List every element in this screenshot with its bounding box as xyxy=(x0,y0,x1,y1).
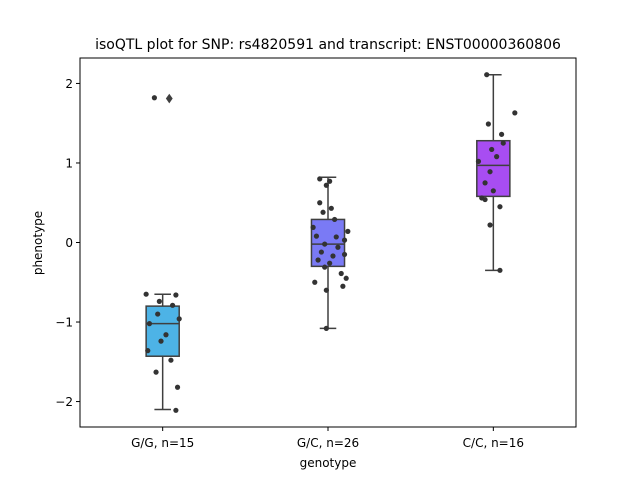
data-point xyxy=(500,140,506,146)
y-tick-label: −2 xyxy=(55,395,73,409)
data-point xyxy=(322,241,328,247)
data-point xyxy=(155,311,161,317)
data-point xyxy=(489,146,495,153)
data-point xyxy=(333,234,339,240)
plot-area xyxy=(143,72,518,413)
data-point xyxy=(487,222,493,228)
data-point xyxy=(487,169,493,175)
data-point xyxy=(341,237,348,243)
data-point xyxy=(482,180,488,186)
y-axis-ticks: −2 −1 0 1 2 xyxy=(55,77,80,409)
data-point xyxy=(497,267,503,273)
data-point xyxy=(475,158,482,164)
box-group-2 xyxy=(310,176,346,330)
data-point xyxy=(494,154,500,160)
box-group-1 xyxy=(145,93,180,411)
y-tick-label: 1 xyxy=(65,156,73,170)
data-point xyxy=(173,407,179,413)
data-point xyxy=(318,249,324,255)
data-point xyxy=(328,205,334,211)
data-point xyxy=(151,95,157,101)
data-point xyxy=(169,302,176,308)
data-point xyxy=(315,257,321,263)
strip-points-2 xyxy=(310,176,351,331)
x-axis-ticks: G/G, n=15 G/C, n=26 C/C, n=16 xyxy=(131,427,524,450)
data-point xyxy=(153,369,159,375)
y-axis-label: phenotype xyxy=(31,211,45,275)
data-point xyxy=(341,251,348,258)
data-point xyxy=(340,283,346,289)
strip-points-3 xyxy=(475,72,518,273)
data-point xyxy=(143,291,149,297)
data-point xyxy=(310,224,316,230)
x-tick-label: G/G, n=15 xyxy=(131,436,194,450)
data-point xyxy=(482,196,488,203)
data-point xyxy=(317,200,323,206)
box xyxy=(145,305,180,357)
data-point xyxy=(174,384,181,390)
data-point xyxy=(499,131,505,137)
data-point xyxy=(323,182,329,188)
data-point xyxy=(163,332,169,338)
data-point xyxy=(146,321,153,327)
data-point xyxy=(176,316,182,322)
y-tick-label: −1 xyxy=(55,316,73,330)
x-axis-label: genotype xyxy=(300,456,357,470)
chart-title: isoQTL plot for SNP: rs4820591 and trans… xyxy=(95,37,561,53)
data-point xyxy=(156,298,162,304)
data-point xyxy=(323,325,329,331)
data-point xyxy=(497,204,503,210)
data-point xyxy=(158,338,164,344)
data-point xyxy=(323,287,329,293)
data-point xyxy=(168,357,174,363)
data-point xyxy=(313,233,320,239)
data-point xyxy=(335,244,341,250)
y-tick-label: 0 xyxy=(65,236,73,250)
data-point xyxy=(317,176,323,182)
data-point xyxy=(338,270,344,277)
data-point xyxy=(345,228,351,234)
x-tick-label: C/C, n=16 xyxy=(463,436,524,450)
x-tick-label: G/C, n=26 xyxy=(297,436,359,450)
strip-points-1 xyxy=(143,95,182,413)
outlier-marker xyxy=(165,93,173,104)
data-point xyxy=(322,264,328,270)
data-point xyxy=(485,121,491,127)
data-point xyxy=(490,188,496,194)
box-group-3 xyxy=(476,73,511,272)
data-point xyxy=(320,209,326,215)
data-point xyxy=(145,348,151,354)
data-point xyxy=(327,178,333,184)
data-point xyxy=(327,260,333,266)
data-point xyxy=(332,216,338,223)
data-point xyxy=(173,292,179,298)
data-point xyxy=(312,279,318,285)
data-point xyxy=(330,253,336,259)
y-tick-label: 2 xyxy=(65,77,73,91)
data-point xyxy=(512,110,518,116)
data-point xyxy=(343,275,349,281)
data-point xyxy=(484,72,490,78)
